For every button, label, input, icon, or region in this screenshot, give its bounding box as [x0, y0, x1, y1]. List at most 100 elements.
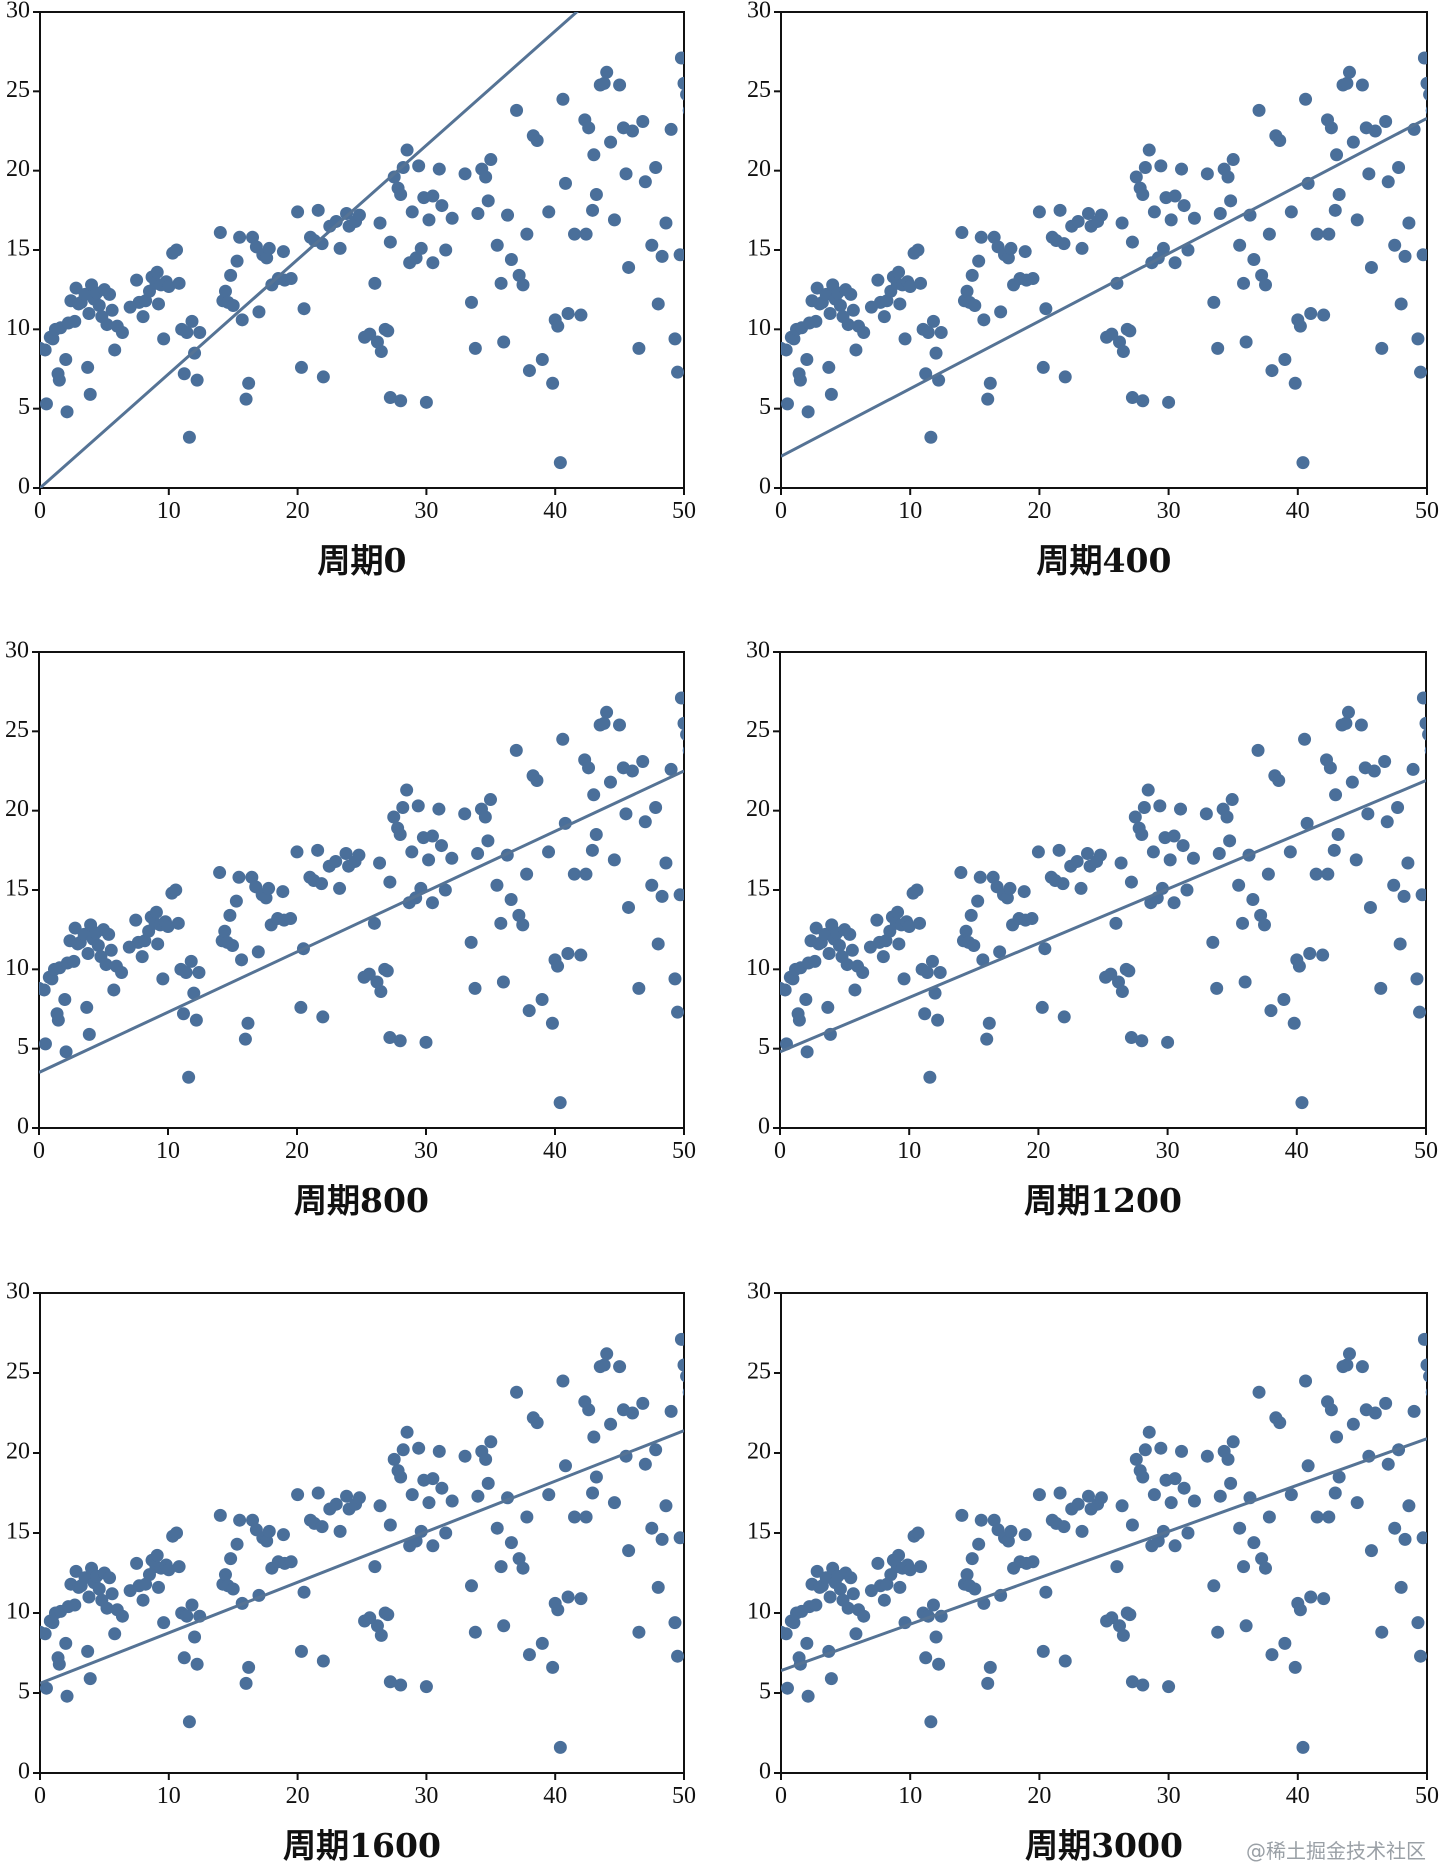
data-point: [982, 1016, 996, 1030]
data-point: [1346, 135, 1360, 149]
y-tick-label: 5: [759, 1679, 771, 1705]
data-point: [1264, 1004, 1278, 1018]
data-point: [1154, 1441, 1168, 1455]
plot-frame: [779, 651, 1427, 1129]
data-point: [182, 430, 196, 444]
data-point: [898, 332, 912, 346]
data-point: [1031, 845, 1045, 859]
data-point: [932, 1657, 946, 1671]
data-point: [187, 986, 201, 1000]
data-point: [823, 1590, 837, 1604]
x-tick-label: 40: [1286, 498, 1310, 524]
data-point: [479, 1452, 493, 1466]
chart-panel-5: 0 5 10 15 20 25 30 0 10 20 30 40 50 周期3000: [747, 1279, 1439, 1866]
data-point: [1109, 916, 1123, 930]
data-point: [1181, 1526, 1195, 1540]
data-point: [1058, 370, 1072, 384]
data-point: [972, 1537, 986, 1551]
data-point: [1018, 1528, 1032, 1542]
data-point: [239, 392, 253, 406]
data-point: [1381, 1457, 1395, 1471]
data-point: [645, 1521, 659, 1535]
data-point: [792, 1013, 806, 1027]
data-point: [559, 176, 573, 190]
data-point: [931, 1013, 945, 1027]
data-point: [1299, 1374, 1313, 1388]
data-point: [1296, 456, 1310, 470]
data-point: [468, 1625, 482, 1639]
data-point: [622, 1544, 636, 1558]
data-point: [182, 1070, 196, 1084]
data-point: [781, 343, 793, 357]
data-point: [122, 940, 136, 954]
data-point: [1163, 853, 1177, 867]
data-point: [1379, 114, 1393, 128]
y-tick-label: 25: [6, 77, 30, 103]
data-point: [1247, 253, 1261, 267]
data-point: [926, 314, 940, 328]
data-point: [311, 1486, 325, 1500]
data-point: [589, 1470, 603, 1484]
data-point: [1364, 260, 1378, 274]
data-point: [1324, 121, 1338, 135]
data-point: [1124, 1031, 1138, 1045]
data-point: [625, 1406, 639, 1420]
data-point: [383, 391, 397, 405]
data-point: [522, 364, 536, 378]
data-point: [1225, 793, 1239, 807]
data-point: [1129, 1452, 1143, 1466]
x-tick-label: 50: [672, 1783, 696, 1809]
data-point: [1207, 1579, 1221, 1593]
data-point: [1398, 1532, 1412, 1546]
data-point: [568, 1510, 582, 1524]
y-tick-label: 15: [5, 876, 29, 902]
data-point: [871, 273, 885, 287]
data-point: [1414, 365, 1427, 379]
data-point: [671, 1005, 684, 1019]
data-point: [1129, 170, 1143, 184]
data-point: [188, 1630, 202, 1644]
data-point: [1164, 1496, 1178, 1510]
data-point: [218, 1568, 232, 1582]
data-point: [671, 1649, 684, 1663]
data-point: [522, 1648, 536, 1662]
data-point: [1361, 807, 1375, 821]
data-point: [1115, 1499, 1129, 1513]
plot-frame: [38, 651, 685, 1129]
data-point: [1093, 848, 1107, 862]
data-point: [1342, 65, 1356, 79]
y-tick-label: 20: [5, 796, 29, 822]
data-point: [381, 324, 395, 338]
data-point: [1239, 1619, 1253, 1633]
data-point: [59, 1636, 73, 1650]
data-point: [92, 1582, 106, 1596]
y-tick-label: 0: [758, 1114, 770, 1140]
data-point: [182, 1715, 196, 1729]
data-point: [1309, 867, 1323, 881]
data-point: [115, 1609, 129, 1623]
y-tick-label: 5: [18, 394, 30, 420]
data-point: [1422, 728, 1426, 741]
data-point: [1071, 214, 1085, 228]
data-point: [1265, 364, 1279, 378]
data-point: [490, 1521, 504, 1535]
data-point: [587, 148, 601, 162]
data-point: [809, 921, 823, 935]
scatter-series: [40, 1332, 684, 1754]
data-point: [426, 256, 440, 270]
y-tick-label: 5: [18, 1679, 30, 1705]
y-tick-label: 15: [746, 876, 770, 902]
data-point: [497, 1619, 511, 1633]
data-point: [60, 1689, 74, 1703]
data-point: [587, 788, 601, 802]
y-tick-label: 25: [746, 717, 770, 743]
fit-line: [39, 769, 684, 1074]
data-point: [1355, 1360, 1369, 1374]
data-point: [136, 1593, 150, 1607]
chart-panel-4: 0 5 10 15 20 25 30 0 10 20 30 40 50 周期1600: [6, 1279, 696, 1866]
y-tick-label: 5: [758, 1034, 770, 1060]
data-point: [530, 134, 544, 148]
data-point: [780, 983, 792, 997]
data-point: [556, 92, 570, 106]
data-point: [674, 1332, 684, 1346]
